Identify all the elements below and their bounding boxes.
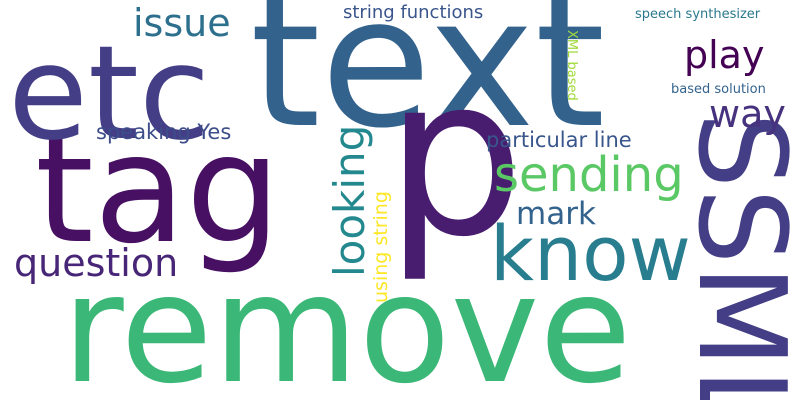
word-xml-based: XML based xyxy=(564,30,579,101)
word-question: question xyxy=(14,241,179,285)
word-string-functions: string functions xyxy=(343,2,484,23)
word-play: play xyxy=(684,33,765,77)
word-looking: looking xyxy=(325,124,374,277)
word-etc: etc xyxy=(8,17,211,169)
word-know: know xyxy=(490,209,691,298)
word-issue: issue xyxy=(133,1,231,45)
word-particular-line: particular line xyxy=(486,128,632,152)
word-tag: tag xyxy=(35,103,281,277)
word-p: p xyxy=(385,29,525,285)
word-mark: mark xyxy=(516,196,596,232)
word-text: text xyxy=(250,0,606,168)
word-ssml: SSML xyxy=(671,112,800,400)
word-speech-synthesizer: speech synthesizer xyxy=(635,7,761,22)
word-remove: remove xyxy=(62,243,632,400)
word-sending: sending xyxy=(494,147,684,203)
word-based-solution: based solution xyxy=(671,82,766,97)
word-using-string: using string xyxy=(370,191,392,303)
word-speaking-yes: speaking Yes xyxy=(96,120,232,144)
word-way: way xyxy=(709,92,786,136)
